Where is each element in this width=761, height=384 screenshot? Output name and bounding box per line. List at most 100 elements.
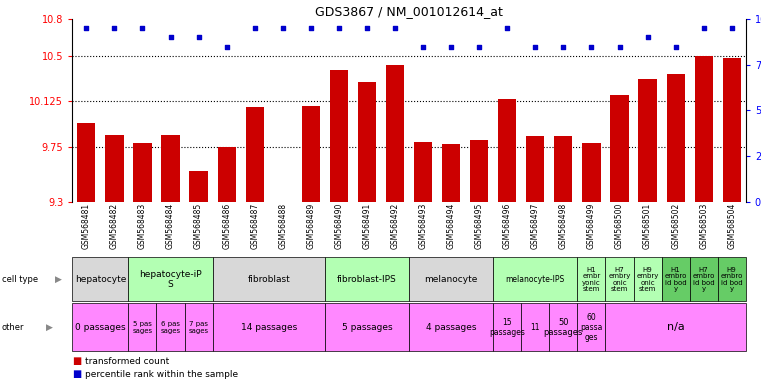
Point xyxy=(613,43,626,50)
Point xyxy=(529,43,541,50)
Bar xyxy=(409,257,493,301)
Point xyxy=(389,25,401,31)
Bar xyxy=(493,303,521,351)
Bar xyxy=(157,303,185,351)
Bar xyxy=(526,136,544,202)
Text: H1
embro
id bod
y: H1 embro id bod y xyxy=(664,266,687,292)
Text: GSM568497: GSM568497 xyxy=(531,203,540,249)
Text: GSM568504: GSM568504 xyxy=(728,203,736,249)
Text: hepatocyte: hepatocyte xyxy=(75,275,126,284)
Text: GSM568500: GSM568500 xyxy=(615,203,624,249)
Bar xyxy=(695,56,713,202)
Text: ■: ■ xyxy=(72,369,81,379)
Text: 50
passages: 50 passages xyxy=(543,318,583,337)
Text: GSM568502: GSM568502 xyxy=(671,203,680,249)
Text: GSM568495: GSM568495 xyxy=(475,203,484,249)
Point xyxy=(277,25,289,31)
Bar xyxy=(521,303,549,351)
Point xyxy=(249,25,261,31)
Bar xyxy=(133,143,151,202)
Point xyxy=(501,25,514,31)
Text: percentile rank within the sample: percentile rank within the sample xyxy=(85,371,238,379)
Point xyxy=(473,43,486,50)
Bar xyxy=(606,303,746,351)
Bar xyxy=(409,303,493,351)
Bar xyxy=(72,257,129,301)
Text: 4 passages: 4 passages xyxy=(426,323,476,332)
Bar xyxy=(723,58,741,202)
Point xyxy=(698,25,710,31)
Text: H9
embry
onic
stem: H9 embry onic stem xyxy=(636,266,659,292)
Text: 6 pas
sages: 6 pas sages xyxy=(161,321,180,334)
Bar xyxy=(212,303,325,351)
Bar xyxy=(386,65,404,202)
Text: 14 passages: 14 passages xyxy=(240,323,297,332)
Bar xyxy=(218,147,236,202)
Point xyxy=(164,35,177,41)
Bar xyxy=(161,135,180,202)
Bar xyxy=(689,257,718,301)
Point xyxy=(585,43,597,50)
Text: GSM568499: GSM568499 xyxy=(587,203,596,249)
Point xyxy=(445,43,457,50)
Text: 5 passages: 5 passages xyxy=(342,323,392,332)
Text: ▶: ▶ xyxy=(46,323,53,332)
Bar xyxy=(498,99,517,202)
Bar xyxy=(470,140,489,202)
Bar xyxy=(325,257,409,301)
Text: GSM568501: GSM568501 xyxy=(643,203,652,249)
Point xyxy=(333,25,345,31)
Point xyxy=(726,25,738,31)
Text: GSM568488: GSM568488 xyxy=(279,203,287,249)
Text: n/a: n/a xyxy=(667,322,684,333)
Text: GSM568496: GSM568496 xyxy=(503,203,511,249)
Text: GSM568481: GSM568481 xyxy=(82,203,91,249)
Bar xyxy=(185,303,212,351)
Bar xyxy=(633,257,661,301)
Bar xyxy=(358,83,376,202)
Text: GSM568494: GSM568494 xyxy=(447,203,456,249)
Text: 0 passages: 0 passages xyxy=(75,323,126,332)
Point xyxy=(80,25,92,31)
Text: hepatocyte-iP
S: hepatocyte-iP S xyxy=(139,270,202,289)
Point xyxy=(642,35,654,41)
Text: 11: 11 xyxy=(530,323,540,332)
Point xyxy=(221,43,233,50)
Text: GSM568491: GSM568491 xyxy=(362,203,371,249)
Point xyxy=(136,25,148,31)
Text: GSM568485: GSM568485 xyxy=(194,203,203,249)
Bar xyxy=(246,107,264,202)
Point xyxy=(304,25,317,31)
Bar xyxy=(72,303,129,351)
Text: fibroblast-IPS: fibroblast-IPS xyxy=(337,275,396,284)
Bar xyxy=(330,70,348,202)
Bar xyxy=(578,257,606,301)
Bar xyxy=(718,257,746,301)
Text: H7
embro
id bod
y: H7 embro id bod y xyxy=(693,266,715,292)
Point xyxy=(417,43,429,50)
Bar xyxy=(493,257,578,301)
Text: 15
passages: 15 passages xyxy=(489,318,525,337)
Text: GSM568493: GSM568493 xyxy=(419,203,428,249)
Text: H9
embro
id bod
y: H9 embro id bod y xyxy=(721,266,743,292)
Bar xyxy=(212,257,325,301)
Text: ▶: ▶ xyxy=(55,275,62,284)
Point xyxy=(361,25,373,31)
Point xyxy=(193,35,205,41)
Text: melanocyte: melanocyte xyxy=(425,275,478,284)
Text: H1
embr
yonic
stem: H1 embr yonic stem xyxy=(582,266,601,292)
Bar xyxy=(606,257,633,301)
Bar xyxy=(129,257,212,301)
Point xyxy=(108,25,120,31)
Text: transformed count: transformed count xyxy=(85,357,170,366)
Text: GSM568486: GSM568486 xyxy=(222,203,231,249)
Text: other: other xyxy=(2,323,24,332)
Text: melanocyte-IPS: melanocyte-IPS xyxy=(506,275,565,284)
Bar xyxy=(582,143,600,202)
Text: GSM568490: GSM568490 xyxy=(334,203,343,249)
Text: 7 pas
sages: 7 pas sages xyxy=(189,321,209,334)
Bar xyxy=(325,303,409,351)
Text: GSM568498: GSM568498 xyxy=(559,203,568,249)
Bar xyxy=(549,303,578,351)
Bar xyxy=(129,303,157,351)
